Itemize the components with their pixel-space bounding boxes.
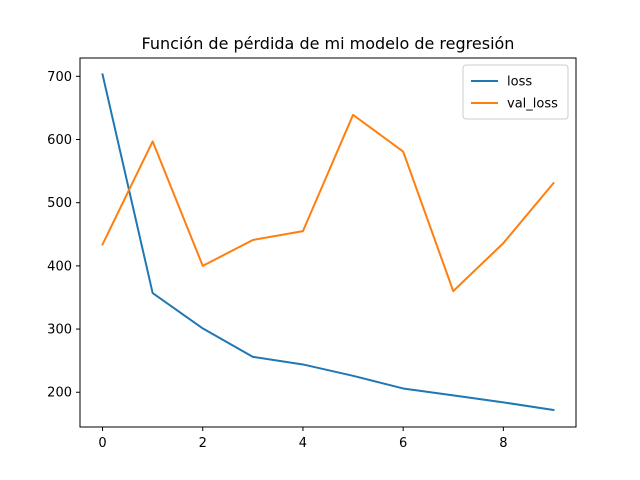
series-line-val-loss xyxy=(101,113,555,293)
legend-box xyxy=(462,64,569,120)
legend-label: loss xyxy=(507,75,532,90)
series-line-loss xyxy=(101,73,555,412)
plot-frame xyxy=(79,57,577,428)
y-tick-label: 400 xyxy=(47,259,72,274)
y-axis: 200 300 400 500 600 700 xyxy=(47,70,80,401)
x-axis: 0 2 4 6 8 xyxy=(98,427,507,451)
x-tick-label: 8 xyxy=(499,436,507,451)
legend: loss val_loss xyxy=(462,64,569,120)
series-layer xyxy=(101,73,555,412)
y-tick-label: 300 xyxy=(47,323,72,338)
chart-title: Función de pérdida de mi modelo de regre… xyxy=(142,34,515,53)
x-tick-label: 6 xyxy=(399,436,407,451)
y-tick-label: 600 xyxy=(47,133,72,148)
x-tick-label: 2 xyxy=(199,436,207,451)
x-tick-label: 4 xyxy=(299,436,307,451)
y-tick-label: 500 xyxy=(47,196,72,211)
x-tick-label: 0 xyxy=(98,436,106,451)
y-tick-label: 200 xyxy=(47,386,72,401)
legend-label: val_loss xyxy=(507,97,558,112)
y-tick-label: 700 xyxy=(47,70,72,85)
